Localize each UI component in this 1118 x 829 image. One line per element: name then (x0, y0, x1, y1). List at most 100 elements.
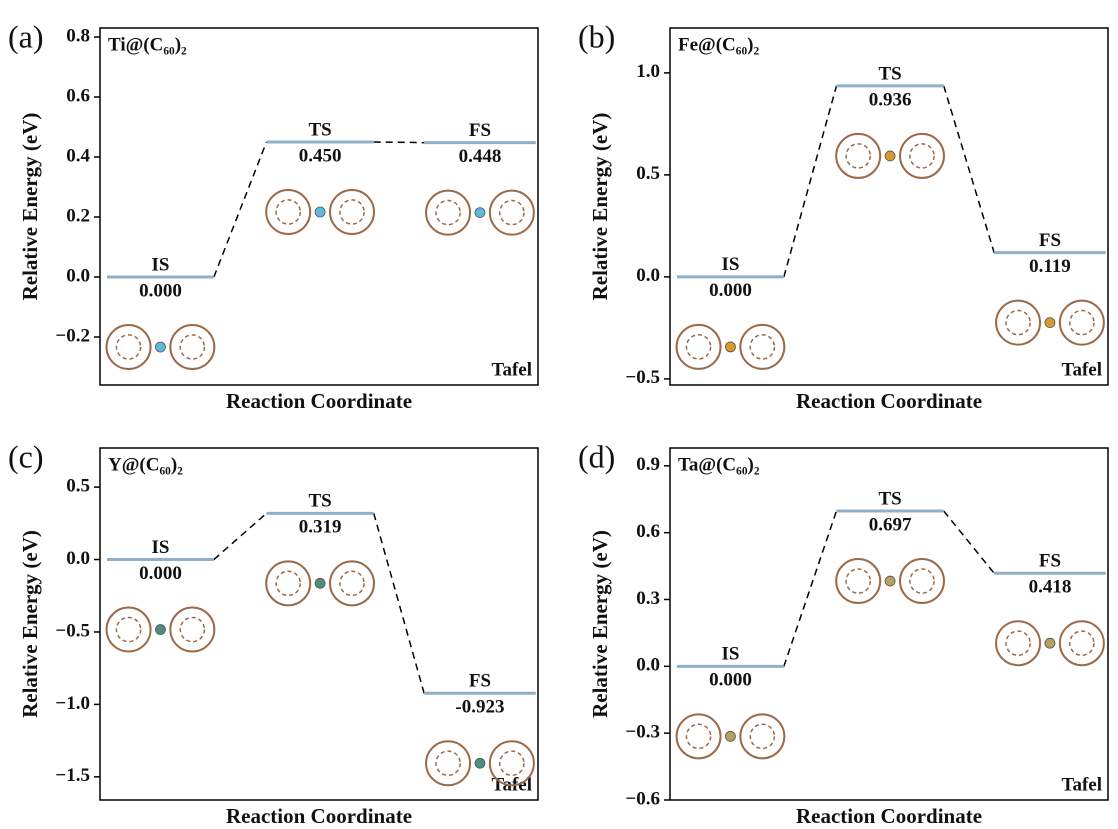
x-axis-title: Reaction Coordinate (226, 389, 412, 413)
value-label: 0.000 (139, 280, 182, 301)
y-tick-label: −0.2 (55, 325, 90, 346)
fullerene-ring (276, 571, 300, 595)
fullerene (426, 741, 470, 785)
x-axis-title: Reaction Coordinate (226, 804, 412, 828)
level-name: IS (151, 537, 169, 558)
level-name: TS (308, 491, 331, 512)
connector (214, 142, 267, 277)
metal-atom (155, 342, 165, 352)
y-tick-label: −0.5 (55, 620, 90, 641)
y-tick-label: 0.5 (636, 163, 660, 184)
y-tick-label: 0.4 (66, 145, 90, 166)
panel: −0.2 0.0 0.2 0.4 0.6 0.8 Relative Energy (eV) R… (8, 18, 538, 412)
fullerene (170, 608, 214, 652)
panel-title: Ti@(C₆₀)₂ (108, 34, 187, 55)
y-tick-label: −1.0 (55, 693, 90, 714)
fullerene (266, 190, 310, 234)
fullerene (330, 190, 374, 234)
fullerene (836, 134, 880, 178)
connector (374, 513, 424, 693)
fullerene (900, 134, 944, 178)
y-tick-label: −0.3 (625, 722, 660, 743)
panel: −1.5 −1.0 −0.5 0.0 0.5 Relative Energy (eV) Re… (8, 438, 538, 827)
metal-atom (725, 342, 735, 352)
fullerene (490, 191, 534, 235)
fullerene-ring (500, 751, 524, 775)
y-axis-title: Relative Energy (eV) (18, 530, 42, 718)
y-axis-title: Relative Energy (eV) (588, 530, 612, 718)
metal-atom (1045, 638, 1055, 648)
y-tick-label: −1.5 (55, 765, 90, 786)
value-label: 0.418 (1029, 577, 1072, 598)
connector (784, 511, 837, 666)
y-tick-label: 0.5 (66, 475, 90, 496)
fullerene-ring (750, 335, 774, 359)
fullerene-ring (686, 335, 710, 359)
fullerene (677, 714, 721, 758)
metal-atom (315, 578, 325, 588)
figure: −0.2 0.0 0.2 0.4 0.6 0.8 Relative Energy (eV) R… (0, 0, 1118, 829)
annotation: Tafel (492, 359, 532, 380)
metal-atom (1045, 318, 1055, 328)
fullerene-ring (1006, 311, 1030, 335)
fullerene (677, 325, 721, 369)
fullerene (996, 301, 1040, 345)
y-tick-label: 0.6 (636, 521, 660, 542)
fullerene (107, 325, 151, 369)
y-tick-label: 0.0 (66, 265, 90, 286)
y-tick-label: 0.6 (66, 85, 90, 106)
fullerene (996, 621, 1040, 665)
panel-title: Fe@(C₆₀)₂ (678, 34, 759, 55)
y-tick-label: 0.2 (66, 205, 90, 226)
y-tick-label: 0.3 (636, 588, 660, 609)
metal-atom (475, 208, 485, 218)
y-tick-label: 0.0 (636, 265, 660, 286)
fullerene-ring (846, 144, 870, 168)
fullerene-ring (846, 569, 870, 593)
y-tick-label: 0.0 (66, 548, 90, 569)
y-tick-label: 0.0 (636, 655, 660, 676)
value-label: 0.000 (709, 670, 752, 691)
fullerene-ring (686, 724, 710, 748)
panel-title: Y@(C₆₀)₂ (108, 454, 183, 475)
metal-atom (885, 576, 895, 586)
fullerene (740, 325, 784, 369)
fullerene-ring (340, 571, 364, 595)
fullerene (426, 191, 470, 235)
y-tick-label: 0.9 (636, 454, 660, 475)
level-name: FS (1039, 551, 1061, 572)
connector (944, 86, 994, 253)
value-label: 0.000 (139, 563, 182, 584)
value-label: 0.448 (459, 146, 502, 167)
fullerene-ring (1006, 631, 1030, 655)
panel-label: (a) (8, 18, 44, 54)
fullerene-ring (116, 335, 140, 359)
level-name: TS (878, 488, 901, 509)
fullerene (330, 561, 374, 605)
fullerene (170, 325, 214, 369)
metal-atom (475, 758, 485, 768)
connector (784, 86, 837, 277)
plot-frame (100, 28, 538, 385)
value-label: -0.923 (455, 697, 504, 718)
metal-atom (155, 625, 165, 635)
fullerene-ring (1070, 631, 1094, 655)
level-name: TS (878, 63, 901, 84)
y-tick-label: 1.0 (636, 61, 660, 82)
x-axis-title: Reaction Coordinate (796, 389, 982, 413)
panel-title: Ta@(C₆₀)₂ (678, 454, 760, 475)
y-tick-label: 0.8 (66, 25, 90, 46)
connector (944, 511, 994, 573)
level-name: IS (151, 254, 169, 275)
y-axis-title: Relative Energy (eV) (18, 113, 42, 301)
fullerene (740, 714, 784, 758)
fullerene-ring (180, 617, 204, 641)
level-name: IS (721, 644, 739, 665)
level-name: FS (1039, 230, 1061, 251)
fullerene-ring (910, 144, 934, 168)
fullerene (836, 559, 880, 603)
level-name: TS (308, 119, 331, 140)
metal-atom (315, 207, 325, 217)
panel-label: (d) (578, 438, 615, 474)
